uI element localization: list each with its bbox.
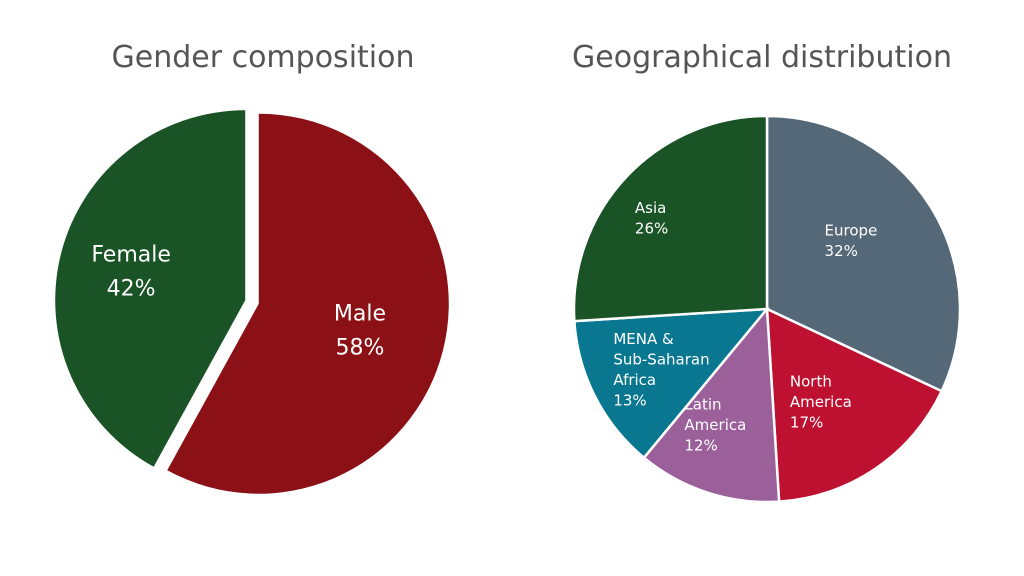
pie-slice-asia (572, 114, 769, 323)
slice-label-latin-america: Latin America 12% (684, 395, 746, 454)
pie-slice-male (167, 113, 449, 494)
gender-chart-title: Gender composition (111, 40, 415, 75)
geography-chart-title: Geographical distribution (572, 40, 952, 75)
slice-label-europe: Europe 32% (825, 222, 878, 260)
slice-label-north-america: North America 17% (790, 372, 852, 431)
geography-pie: Europe 32% North America 17% Latin America 12%M… (572, 114, 962, 504)
gender-pie: Male 58% Female 42% (55, 110, 449, 494)
pie-slice-mena-and-sub-saharan-africa (573, 307, 770, 460)
pie-slice-north-america (765, 306, 944, 503)
pie-slice-europe (765, 114, 962, 393)
slice-label-asia: Asia 26% (635, 199, 668, 238)
pie-slice-latin-america (642, 305, 781, 504)
pie-slice-female (55, 110, 246, 467)
slice-label-mena-and-sub-saharan-africa: MENA & Sub-Saharan Africa 13% (613, 330, 709, 410)
slice-label-male: Male 58% (334, 301, 386, 360)
slice-label-female: Female 42% (91, 243, 171, 302)
